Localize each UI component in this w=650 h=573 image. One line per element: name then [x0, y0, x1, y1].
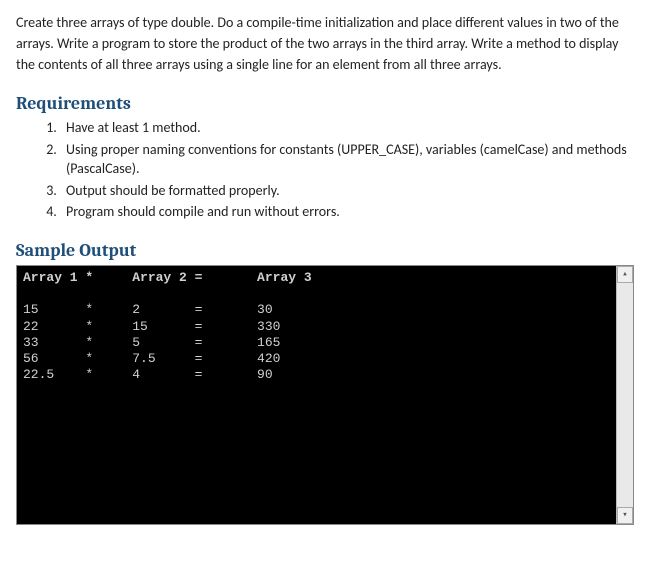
scroll-up-icon[interactable]: ▴ [617, 266, 633, 283]
console-text: Array 1 * Array 2 = Array 3 15 * 2 = 30 … [23, 270, 312, 383]
assignment-instructions: Create three arrays of type double. Do a… [16, 12, 634, 75]
list-item: Using proper naming conventions for cons… [60, 140, 634, 179]
scrollbar[interactable]: ▴ ▾ [616, 266, 633, 524]
list-item: Program should compile and run without e… [60, 202, 634, 222]
requirements-heading: Requirements [16, 93, 634, 114]
requirements-list: Have at least 1 method. Using proper nam… [16, 118, 634, 222]
console-output: Array 1 * Array 2 = Array 3 15 * 2 = 30 … [16, 265, 634, 525]
scroll-down-icon[interactable]: ▾ [617, 507, 633, 524]
list-item: Output should be formatted properly. [60, 181, 634, 201]
sample-output-heading: Sample Output [16, 240, 634, 261]
list-item: Have at least 1 method. [60, 118, 634, 138]
scrollbar-track[interactable] [617, 283, 633, 507]
